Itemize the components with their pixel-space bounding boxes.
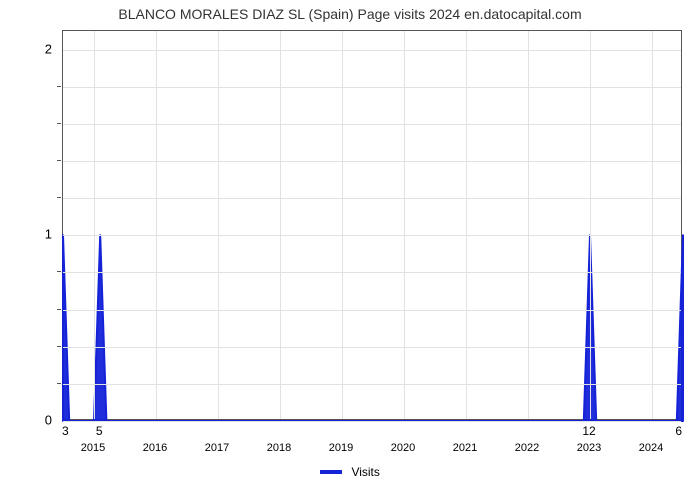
gridline-v	[94, 31, 95, 419]
gridline-v	[342, 31, 343, 419]
y-minor-tick	[57, 271, 61, 272]
gridline-v	[528, 31, 529, 419]
gridline-h-minor	[63, 272, 681, 273]
x-tick-label: 2015	[81, 442, 105, 454]
data-label: 12	[582, 424, 595, 438]
y-tick-label: 0	[0, 413, 52, 428]
gridline-v	[218, 31, 219, 419]
x-tick-label: 2018	[267, 442, 291, 454]
gridline-h-minor	[63, 198, 681, 199]
data-label: 6	[675, 424, 682, 438]
legend-text: Visits	[351, 465, 379, 479]
x-tick-label: 2024	[639, 442, 663, 454]
y-minor-tick	[57, 160, 61, 161]
gridline-v	[156, 31, 157, 419]
data-label: 5	[96, 424, 103, 438]
y-minor-tick	[57, 86, 61, 87]
plot-area	[62, 30, 682, 420]
gridline-v	[590, 31, 591, 419]
x-tick-label: 2023	[577, 442, 601, 454]
y-tick-label: 1	[0, 227, 52, 242]
gridline-h	[63, 421, 681, 422]
gridline-h-minor	[63, 124, 681, 125]
gridline-v	[280, 31, 281, 419]
chart-title: BLANCO MORALES DIAZ SL (Spain) Page visi…	[0, 6, 700, 22]
gridline-v	[466, 31, 467, 419]
y-minor-tick	[57, 197, 61, 198]
y-minor-tick	[57, 346, 61, 347]
gridline-h	[63, 235, 681, 236]
y-minor-tick	[57, 309, 61, 310]
chart-container: { "chart": { "type": "line-area-spikes",…	[0, 0, 700, 500]
x-tick-label: 2016	[143, 442, 167, 454]
gridline-h-minor	[63, 161, 681, 162]
x-tick-label: 2019	[329, 442, 353, 454]
x-tick-label: 2017	[205, 442, 229, 454]
y-tick-label: 2	[0, 41, 52, 56]
gridline-v	[404, 31, 405, 419]
gridline-v	[652, 31, 653, 419]
legend-swatch	[320, 470, 342, 474]
y-minor-tick	[57, 383, 61, 384]
gridline-h-minor	[63, 347, 681, 348]
data-label: 3	[62, 424, 69, 438]
gridline-h-minor	[63, 310, 681, 311]
gridline-h-minor	[63, 384, 681, 385]
legend: Visits	[0, 464, 700, 479]
x-tick-label: 2022	[515, 442, 539, 454]
y-minor-tick	[57, 123, 61, 124]
x-tick-label: 2020	[391, 442, 415, 454]
gridline-h	[63, 50, 681, 51]
gridline-h-minor	[63, 87, 681, 88]
x-tick-label: 2021	[453, 442, 477, 454]
